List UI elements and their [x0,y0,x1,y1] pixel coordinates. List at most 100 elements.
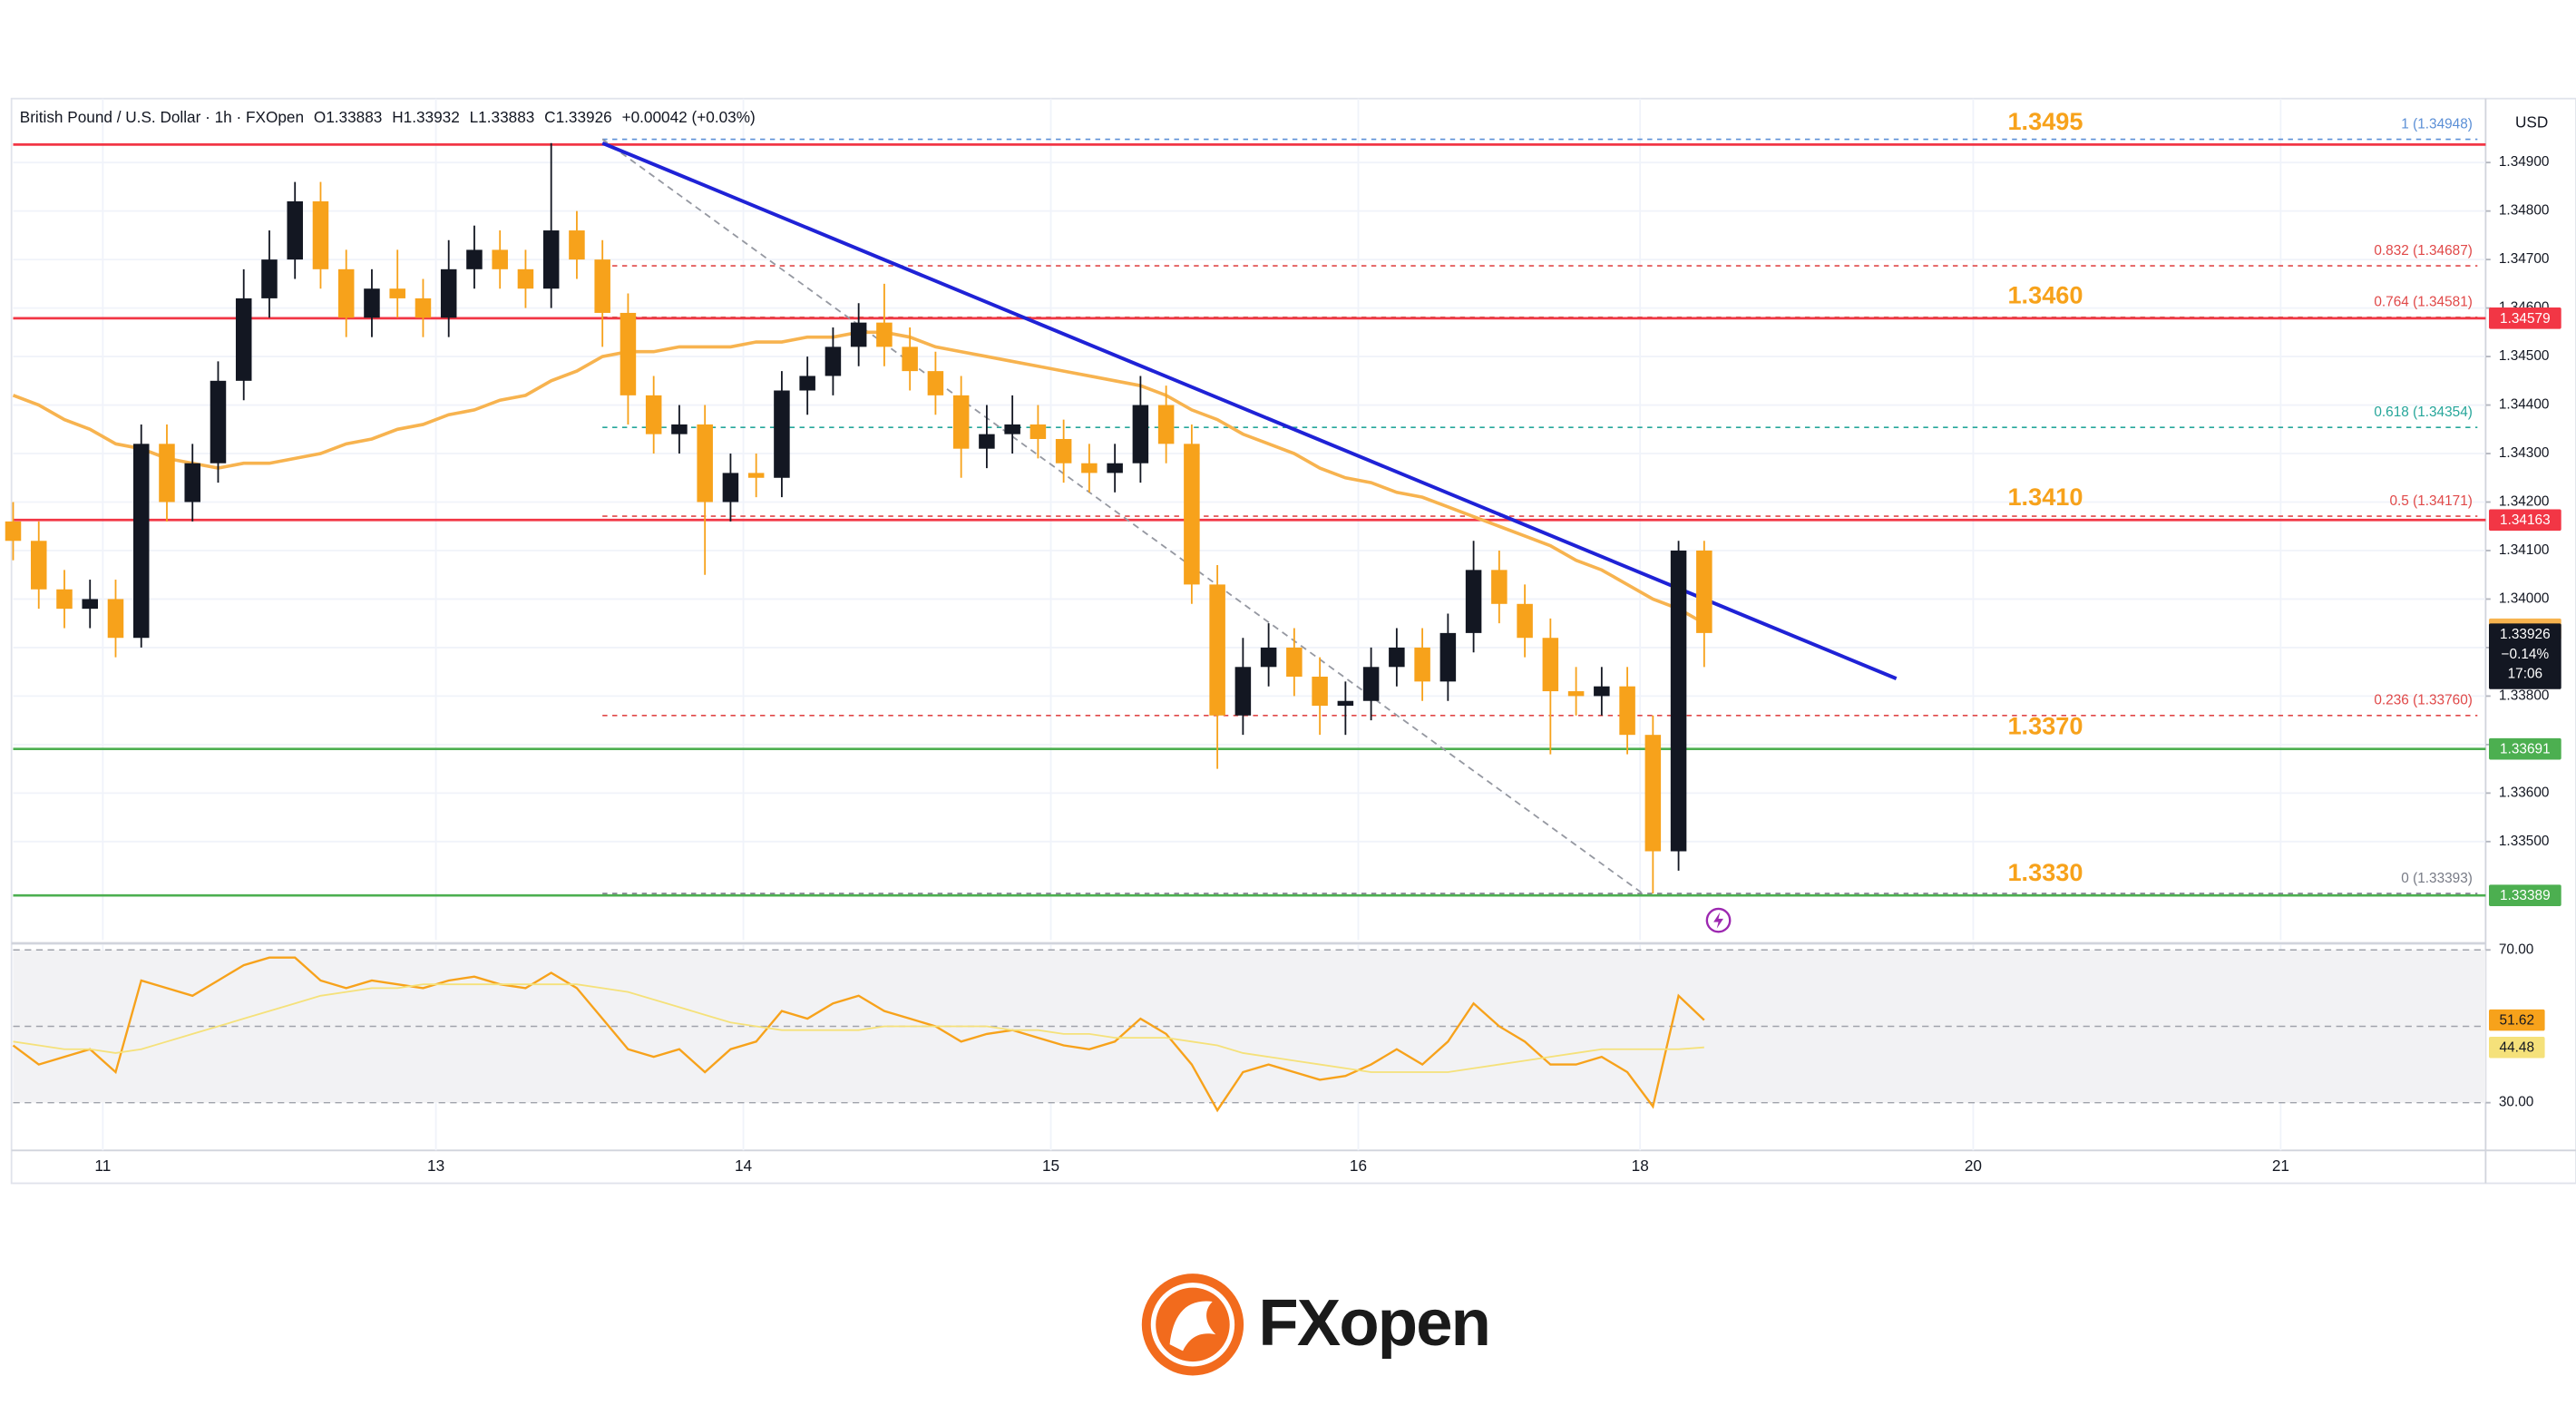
level-tag-text: 1.34579 [2500,311,2551,327]
level-annotation: 1.3410 [2007,483,2083,511]
x-tick-label: 11 [94,1156,111,1175]
logo-ring [1150,1283,1235,1367]
candle-body [1389,647,1405,668]
header-text: L1.33883 [470,108,535,126]
header-text: British Pound / U.S. Dollar · 1h · FXOpe… [20,108,304,126]
fib-label: 0.764 (1.34581) [2374,295,2473,310]
level-tag-text: 1.34163 [2500,512,2551,528]
last-price-text: 1.33926 [2500,627,2551,642]
candle-body [1286,647,1303,678]
rsi-line [13,983,1704,1073]
fib-label: 0.832 (1.34687) [2374,243,2473,259]
candle-body [774,390,790,478]
y-tick-label: 1.34400 [2499,397,2550,413]
candle-body [1312,677,1328,707]
y-tick-label: 70.00 [2499,942,2533,957]
candle-body [671,424,688,434]
candle-body [825,346,842,376]
y-tick-label: 1.34200 [2499,494,2550,510]
y-tick-label: 1.33800 [2499,688,2550,703]
candle-body [1542,638,1559,692]
candle-body [56,589,73,610]
candle-body [415,298,432,318]
plot [5,142,1712,1113]
x-tick-label: 18 [1632,1156,1649,1175]
x-tick-label: 21 [2272,1156,2289,1175]
candle-body [620,312,637,395]
x-tick-label: 13 [427,1156,444,1175]
candle-body [1439,632,1457,682]
candle-body [952,395,970,449]
candle-body [722,473,739,503]
fib-diagonal [601,138,1644,894]
candle-body [902,346,918,372]
level-tag [2489,307,2561,329]
candle-body [337,268,355,318]
axes: 11 13 14 15 16 18 20 21 1.34900 1.34800 1.34700 1.3… [94,154,2561,1175]
candle-body [1209,584,1225,716]
header-text: +0.00042 (+0.03%) [622,108,756,126]
candle-body [1055,438,1072,464]
candle-body [1670,550,1687,852]
level-annotation: 1.3460 [2007,280,2083,308]
x-tick-label: 14 [735,1156,753,1175]
candle-body [312,200,329,269]
candle-body [261,259,278,298]
x-tick-label: 16 [1350,1156,1367,1175]
candle-body [1644,735,1662,852]
candle-body [30,541,47,590]
header: British Pound / U.S. Dollar · 1h · FXOpe… [20,108,756,126]
last-change-text: −0.14% [2502,647,2550,662]
y-tick-label: 1.34700 [2499,251,2550,267]
y-tick-label: 1.34300 [2499,445,2550,461]
candle-body [927,371,944,395]
candle-body [466,249,483,269]
level-tag [2489,509,2561,532]
rsi-tag-text: 44.48 [2500,1040,2534,1056]
level-tag-text: 1.33691 [2500,742,2551,757]
candle-body [1029,424,1047,439]
countdown-text: 17:06 [2508,667,2542,682]
candle-body [1362,667,1380,701]
fib-label: 1 (1.34948) [2401,116,2473,132]
y-tick-label: 1.33500 [2499,834,2550,849]
candle-body [1132,405,1149,464]
fib-label: 0.236 (1.33760) [2374,693,2473,708]
candle-body [1184,444,1200,585]
candle-body [184,463,200,503]
logo-dragon [1169,1301,1216,1352]
y-tick-label: 1.34500 [2499,348,2550,364]
candle-body [697,424,713,503]
candle-body [1594,686,1610,697]
candle-body [1337,700,1354,707]
candle-body [542,230,560,289]
candle-body [799,376,815,391]
candle-body [1567,691,1585,697]
fib-label: 0.5 (1.34171) [2389,493,2472,509]
rsi-line [12,956,1705,1113]
rsi-tag-text: 51.62 [2500,1013,2534,1029]
candle-body [1107,463,1123,473]
candle-body [5,521,22,542]
candle-body [645,395,662,434]
last-price-tag [2489,623,2561,689]
candle-body [1414,647,1430,682]
y-tick-label: 30.00 [2499,1095,2533,1110]
y-tick-label: 1.33600 [2499,785,2550,800]
candle-body [492,249,508,269]
candle-body [1004,424,1020,434]
candle-body [1619,686,1635,736]
candle-body [1234,667,1252,716]
fib-label: 0 (1.33393) [2401,871,2473,886]
candle-body [1517,603,1533,639]
candle-body [159,444,175,503]
candle-body [235,298,252,381]
candle-body [440,268,457,318]
alert-icon [1705,907,1732,933]
candle-body [287,200,303,260]
candle-body [389,288,405,298]
y-tick-label: 1.34000 [2499,591,2550,607]
y-tick-label: 1.34900 [2499,154,2550,170]
brand-name: FXopen [1258,1286,1489,1360]
